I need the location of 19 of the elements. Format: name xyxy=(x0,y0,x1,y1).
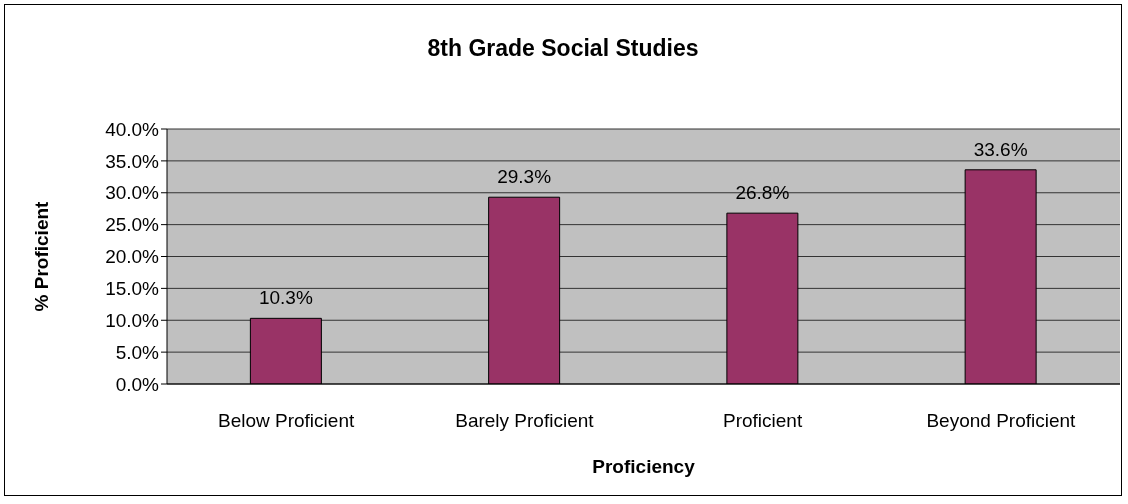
y-tick-label: 30.0% xyxy=(105,182,160,204)
y-tick-label: 10.0% xyxy=(105,309,160,331)
x-tick-label: Proficient xyxy=(723,410,803,432)
y-tick-label: 15.0% xyxy=(105,278,160,300)
y-tick-label: 5.0% xyxy=(115,341,160,363)
chart-title: 8th Grade Social Studies xyxy=(426,35,700,62)
y-tick-label: 20.0% xyxy=(105,246,160,268)
y-tick-label: 0.0% xyxy=(115,373,160,395)
x-tick-label: Barely Proficient xyxy=(455,410,595,432)
x-tick-label: Beyond Proficient xyxy=(926,410,1077,432)
data-label: 10.3% xyxy=(258,287,313,309)
x-tick-label: Below Proficient xyxy=(218,410,355,432)
y-tick-label: 35.0% xyxy=(105,150,160,172)
data-label: 33.6% xyxy=(973,138,1028,160)
y-tick-label: 40.0% xyxy=(105,118,160,140)
y-axis-title: % Proficient xyxy=(30,200,52,312)
data-label: 29.3% xyxy=(497,166,552,188)
y-tick-label: 25.0% xyxy=(105,214,160,236)
x-axis-title: Proficiency xyxy=(592,456,696,477)
